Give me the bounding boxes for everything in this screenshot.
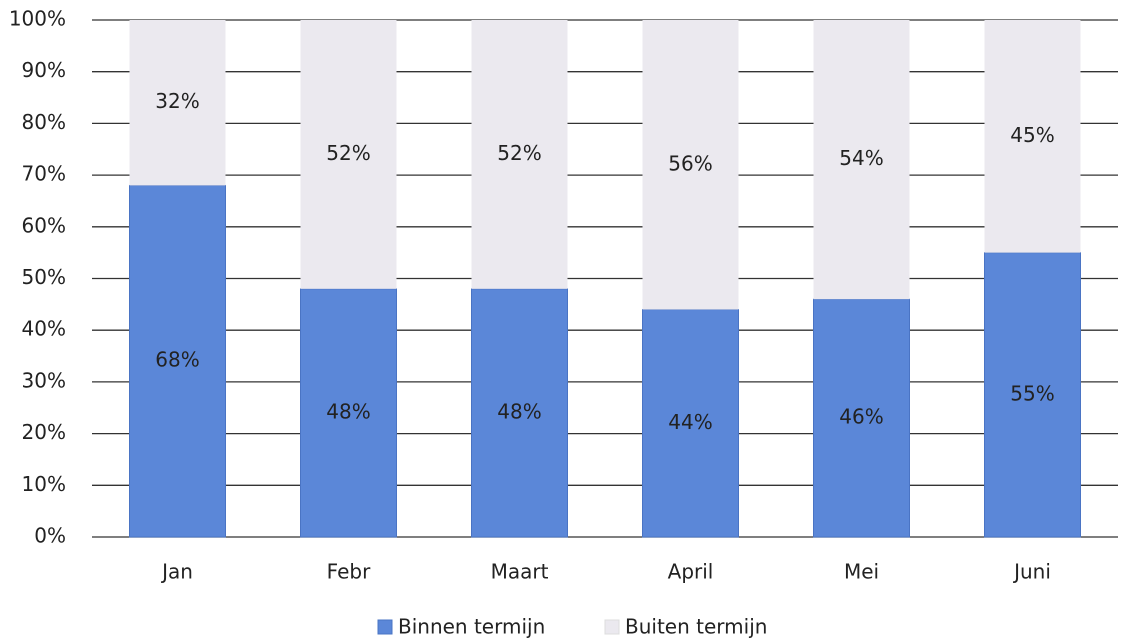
- y-tick-label: 70%: [22, 162, 66, 186]
- bar-segment: [129, 184, 226, 538]
- bar-segment: [129, 20, 226, 186]
- legend-label: Buiten termijn: [625, 615, 767, 639]
- data-label: 44%: [668, 410, 712, 434]
- data-label: 45%: [1010, 123, 1054, 147]
- data-label: 52%: [326, 141, 370, 165]
- y-tick-label: 30%: [22, 368, 66, 392]
- bar-segment: [813, 20, 910, 300]
- y-tick-label: 10%: [22, 472, 66, 496]
- bar-segment: [471, 20, 568, 289]
- x-tick-label: Mei: [844, 560, 879, 584]
- bar-segment: [984, 20, 1081, 253]
- legend-swatch: [604, 619, 620, 635]
- bar-segment: [642, 20, 739, 310]
- data-label: 54%: [839, 146, 883, 170]
- y-tick-label: 50%: [22, 265, 66, 289]
- data-label: 46%: [839, 405, 883, 429]
- data-label: 32%: [155, 89, 199, 113]
- x-tick-label: Jan: [160, 560, 193, 584]
- data-label: 68%: [155, 348, 199, 372]
- data-label: 56%: [668, 151, 712, 175]
- y-tick-label: 60%: [22, 213, 66, 237]
- legend-swatch: [377, 619, 393, 635]
- x-tick-label: April: [668, 560, 714, 584]
- bar-segment: [813, 298, 910, 538]
- y-tick-label: 40%: [22, 317, 66, 341]
- bar-segment: [984, 252, 1081, 538]
- y-tick-label: 90%: [22, 58, 66, 82]
- data-label: 55%: [1010, 381, 1054, 405]
- bar-segment: [642, 309, 739, 538]
- y-tick-label: 20%: [22, 420, 66, 444]
- bar-segment: [471, 288, 568, 538]
- y-tick-label: 80%: [22, 110, 66, 134]
- x-tick-label: Maart: [491, 560, 549, 584]
- legend-label: Binnen termijn: [398, 615, 545, 639]
- data-label: 48%: [326, 399, 370, 423]
- bar-segment: [300, 288, 397, 538]
- x-tick-label: Juni: [1012, 560, 1051, 584]
- data-label: 48%: [497, 399, 541, 423]
- x-tick-label: Febr: [327, 560, 371, 584]
- y-tick-label: 100%: [9, 7, 66, 31]
- bar-segment: [300, 20, 397, 289]
- y-tick-label: 0%: [34, 524, 66, 548]
- data-label: 52%: [497, 141, 541, 165]
